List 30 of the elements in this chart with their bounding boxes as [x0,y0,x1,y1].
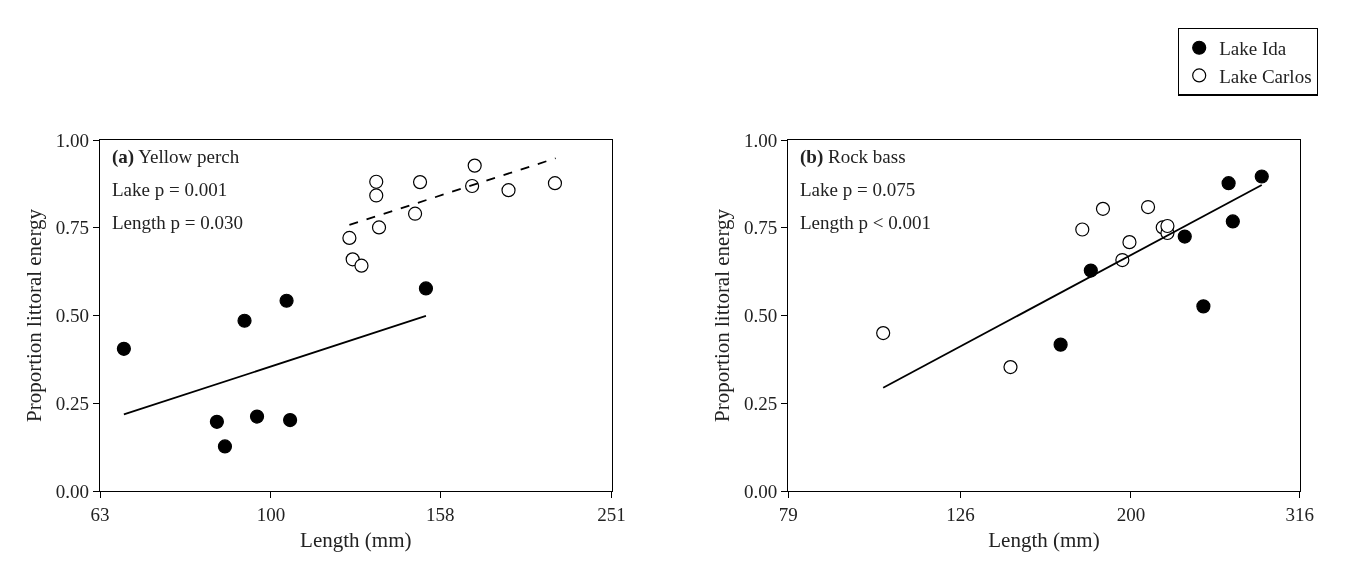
legend-label: Lake Ida [1219,38,1287,60]
x-tick-label: 63 [90,503,110,525]
y-tick-label: 0.00 [744,480,778,502]
y-axis-title: Proportion littoral energy [710,208,735,423]
legend-label: Lake Carlos [1219,65,1312,87]
y-axis-title: Proportion littoral energy [22,208,46,423]
y-tick-label: 0.25 [55,392,90,414]
annotation: Lake p = 0.001 [112,179,228,200]
y-tick-label: 1.00 [744,129,778,151]
y-tick-label: 1.00 [55,129,90,151]
x-tick-label: 158 [426,503,455,525]
x-tick-label: 126 [946,503,975,525]
x-tick-label: 200 [1116,503,1146,525]
x-tick-label: 100 [256,503,286,525]
annotation: Lake p = 0.075 [800,179,916,200]
x-tick-label: 79 [778,503,798,525]
y-tick-label: 0.50 [55,305,90,327]
annotation: (a) Yellow perch [112,146,240,168]
annotation: (b) Rock bass [800,146,906,168]
annotation: Length p = 0.030 [112,212,244,233]
y-tick-label: 0.00 [55,480,90,502]
y-tick-label: 0.50 [744,305,778,327]
y-tick-label: 0.75 [55,217,90,239]
x-tick-label: 251 [597,503,626,525]
x-axis-title: Length (mm) [988,528,1100,553]
x-axis-title: Length (mm) [300,528,412,553]
y-tick-label: 0.75 [744,217,778,239]
annotation: Length p < 0.001 [800,212,932,233]
y-tick-label: 0.25 [744,392,778,414]
x-tick-label: 316 [1285,503,1314,525]
